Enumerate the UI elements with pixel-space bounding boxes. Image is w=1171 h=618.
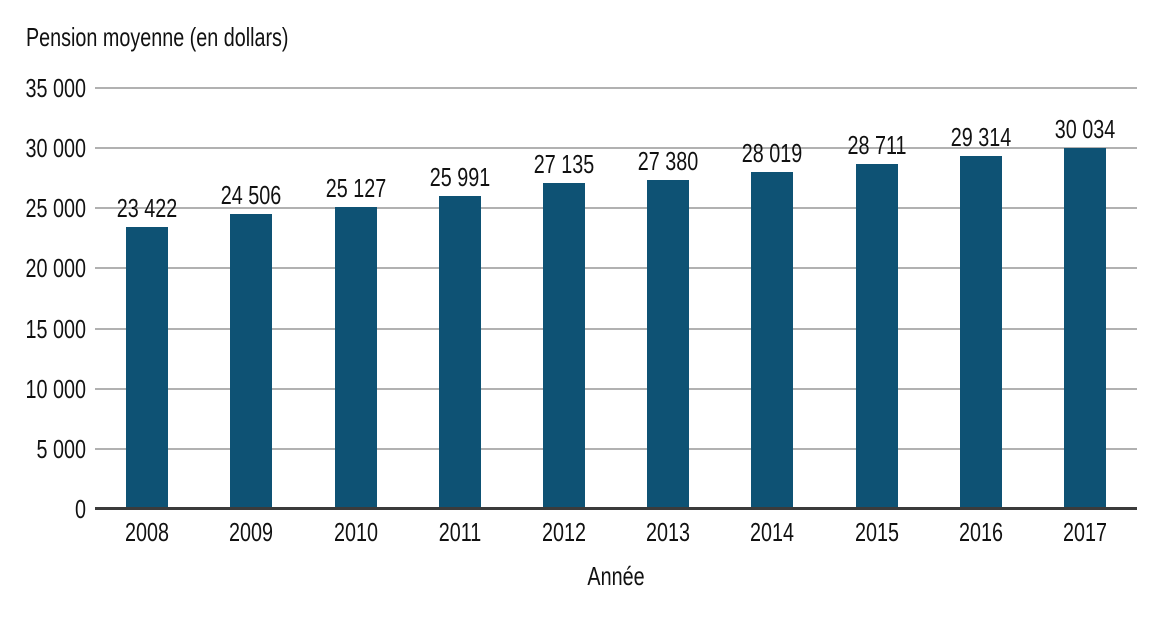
bar-2016 — [959, 156, 1002, 509]
bar-value-label: 27 380 — [637, 145, 699, 176]
y-axis-tick-label: 35 000 — [25, 73, 86, 103]
x-axis-tick-label: 2012 — [541, 517, 586, 547]
y-axis-tick-label: 15 000 — [25, 313, 86, 344]
y-axis-tick-label: 30 000 — [25, 133, 86, 164]
bar-2010 — [334, 206, 377, 509]
gridline — [95, 207, 1137, 210]
bar-2009 — [230, 214, 273, 509]
bar-2008 — [126, 227, 169, 509]
bar-value-label: 23 422 — [116, 193, 178, 224]
bar-2015 — [855, 163, 898, 509]
bar-value-label: 30 034 — [1054, 113, 1116, 144]
gridline — [95, 267, 1137, 270]
y-axis-tick-label: 25 000 — [25, 193, 86, 224]
y-axis-tick-label: 0 — [75, 494, 86, 524]
bar-2011 — [438, 196, 481, 509]
x-axis-tick-label: 2013 — [646, 517, 691, 547]
x-axis-tick-label: 2017 — [1062, 517, 1107, 547]
bar-value-label: 25 127 — [325, 172, 386, 203]
bar-value-label: 29 314 — [950, 122, 1011, 153]
y-axis-tick-label: 5 000 — [36, 433, 86, 464]
bar-2013 — [647, 179, 690, 509]
gridline — [95, 327, 1137, 330]
bar-2017 — [1063, 147, 1106, 509]
gridline — [95, 387, 1137, 390]
x-axis-tick-label: 2014 — [750, 517, 795, 547]
x-axis-line — [95, 507, 1137, 510]
bar-2012 — [542, 182, 585, 509]
x-axis-tick-label: 2010 — [333, 517, 378, 547]
x-axis-tick-label: 2008 — [125, 517, 170, 547]
x-axis-tick-label: 2015 — [854, 517, 899, 547]
gridline — [95, 87, 1137, 89]
bar-value-label: 27 135 — [533, 148, 595, 179]
x-axis-tick-label: 2009 — [229, 517, 274, 547]
bar-value-label: 28 711 — [847, 129, 906, 160]
y-axis-tick-label: 20 000 — [25, 253, 86, 284]
x-axis-title: Année — [587, 561, 645, 591]
chart-title: Pension moyenne (en dollars) — [26, 22, 289, 52]
bar-value-label: 28 019 — [742, 137, 803, 168]
bar-2014 — [751, 171, 794, 509]
bar-value-label: 25 991 — [429, 162, 490, 193]
gridline — [95, 147, 1137, 150]
x-axis-tick-label: 2016 — [958, 517, 1003, 547]
bar-value-label: 24 506 — [221, 180, 282, 211]
x-axis-tick-label: 2011 — [438, 517, 481, 547]
gridline — [95, 447, 1137, 450]
y-axis-tick-label: 10 000 — [25, 373, 86, 404]
